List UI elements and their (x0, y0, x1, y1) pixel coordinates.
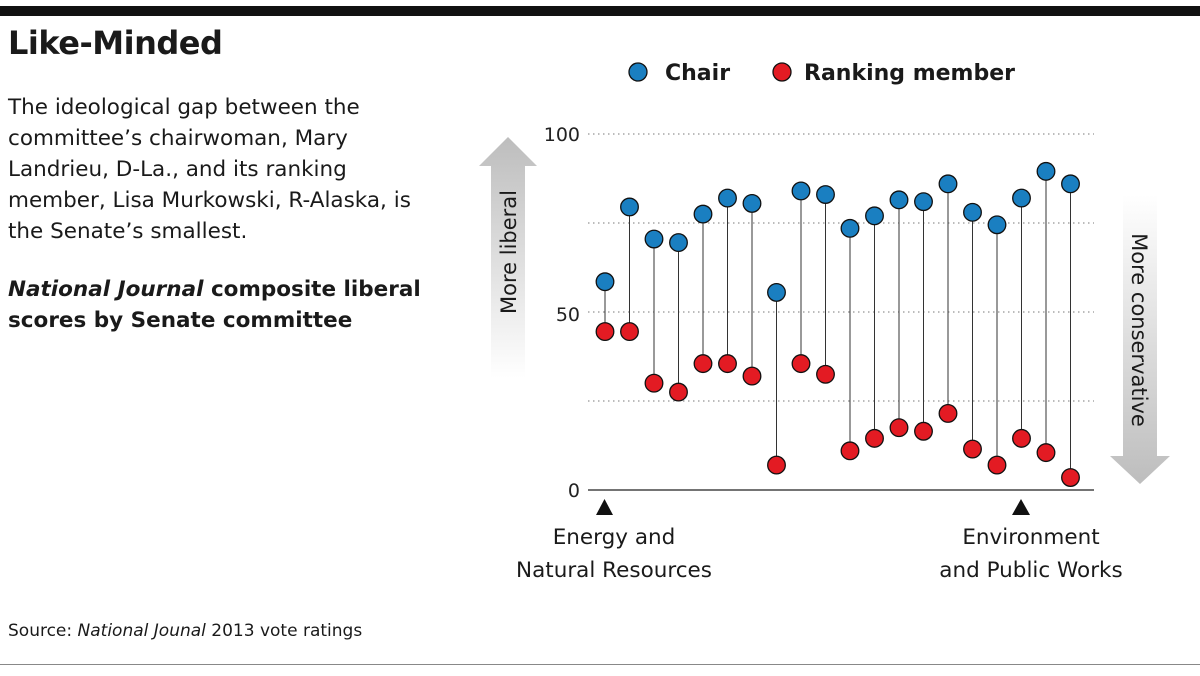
ranking-point (1061, 468, 1080, 487)
ranking-point (865, 428, 884, 448)
chair-point (816, 185, 835, 204)
chair-point (987, 215, 1007, 235)
ranking-point (595, 322, 615, 342)
ranking-point (816, 364, 835, 384)
more-liberal-label: More liberal (497, 190, 521, 314)
ranking-point (938, 404, 958, 423)
ranking-point (742, 366, 762, 386)
chair-point (963, 202, 982, 222)
ranking-point (987, 455, 1007, 475)
ranking-point (693, 354, 713, 374)
legend-ranking-label: Ranking member (804, 61, 1015, 86)
legend-chair-label: Chair (665, 61, 730, 86)
more-conservative-label: More conservative (1127, 233, 1151, 427)
annotation-energy-marker (596, 499, 613, 515)
more-conservative-arrow: More conservative (1110, 195, 1170, 484)
chair-point (718, 188, 737, 208)
ranking-point (840, 441, 860, 461)
more-liberal-arrow: More liberal (479, 137, 537, 378)
annotation-energy: Energy and Natural Resources (516, 499, 712, 583)
chair-point (1036, 161, 1056, 181)
chair-point (938, 174, 958, 194)
ranking-point (914, 421, 933, 441)
annotation-environment-marker (1012, 499, 1030, 515)
points (595, 161, 1080, 487)
annotation-energy-line-1: Energy and (553, 525, 676, 550)
chair-point (767, 282, 786, 302)
bottom-rule (0, 664, 1200, 665)
ranking-point (620, 322, 639, 342)
legend: Chair Ranking member (628, 61, 1015, 86)
down-arrow-shape (1110, 195, 1170, 484)
subhead-text: composite liberal scores by Senate commi… (8, 277, 421, 333)
chair-point (889, 190, 909, 210)
ranking-point (963, 439, 982, 459)
chair-point (1012, 188, 1031, 208)
subhead-publication: National Journal (8, 277, 204, 302)
annotation-environment-line-2: and Public Works (939, 558, 1122, 583)
chair-point (1061, 174, 1080, 194)
top-rule (0, 6, 1200, 16)
source-prefix: Source: (8, 621, 78, 641)
chair-point (914, 192, 933, 212)
stems (604, 171, 1071, 478)
y-tick-100: 100 (544, 124, 580, 146)
source-publication: National Jounal (77, 621, 206, 641)
y-tick-0: 0 (568, 480, 580, 502)
annotation-environment-line-1: Environment (962, 525, 1099, 550)
description: The ideological gap between the committe… (8, 95, 411, 244)
ranking-point (889, 418, 909, 438)
chair-point (669, 233, 688, 253)
chair-point (595, 272, 615, 292)
grid (588, 133, 1094, 402)
chair-point (840, 218, 860, 238)
ranking-point (718, 354, 737, 374)
chair-point (620, 197, 639, 217)
chair-point (693, 204, 713, 224)
chair-point (742, 193, 762, 213)
headline: Like-Minded (8, 24, 223, 62)
annotation-energy-line-2: Natural Resources (516, 558, 712, 583)
ranking-point (767, 455, 786, 475)
chair-point (644, 229, 664, 249)
up-arrow-shape (479, 137, 537, 378)
chair-point (791, 181, 811, 201)
y-tick-50: 50 (556, 304, 580, 326)
ranking-point (1012, 428, 1031, 448)
source-note: Source: National Jounal 2013 vote rating… (8, 621, 362, 641)
subhead: National Journal composite liberal score… (8, 274, 448, 336)
ranking-point (644, 373, 664, 393)
legend-chair-marker (628, 62, 648, 82)
ranking-point (791, 354, 811, 374)
chair-point (865, 206, 884, 226)
source-suffix: 2013 vote ratings (205, 621, 363, 641)
annotation-environment: Environment and Public Works (939, 499, 1123, 583)
legend-ranking-marker (772, 62, 792, 82)
ranking-point (1036, 443, 1056, 463)
ranking-point (669, 382, 688, 402)
